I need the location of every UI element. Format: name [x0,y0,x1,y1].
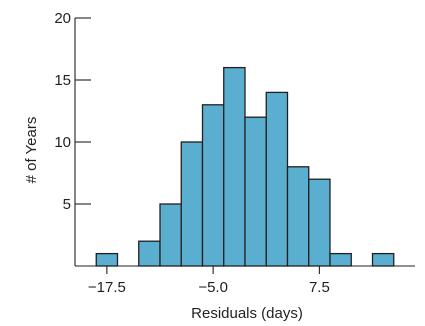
histogram-bar-9 [286,166,310,267]
x-axis-title: Residuals (days) [191,305,303,322]
histogram-bar-11 [329,252,352,267]
histogram-bar-6 [223,66,246,267]
histogram-bar-13 [371,252,395,267]
histogram-bar-4 [180,141,204,267]
histogram-bar-2 [138,240,161,267]
histogram-bar-10 [308,178,331,267]
x-tick-label-2: 7.5 [309,279,330,296]
y-tick-label-2: 15 [54,72,71,89]
histogram-bar-8 [265,91,289,267]
histogram-bar-0 [95,252,119,267]
y-axis-title: # of Years [23,117,40,184]
histogram-bar-5 [201,104,225,267]
y-tick-label-0: 5 [63,196,71,213]
x-tick-label-0: −17.5 [88,279,126,296]
histogram-bar-3 [159,203,182,267]
x-ticks-group: −17.5 −5.0 7.5 [88,266,330,296]
y-tick-label-3: 20 [54,10,71,27]
y-ticks-group: 5 10 15 20 [54,10,91,213]
x-tick-label-1: −5.0 [198,279,228,296]
histogram-bar-7 [244,116,267,267]
y-tick-label-1: 10 [54,134,71,151]
bars-group [95,66,395,267]
